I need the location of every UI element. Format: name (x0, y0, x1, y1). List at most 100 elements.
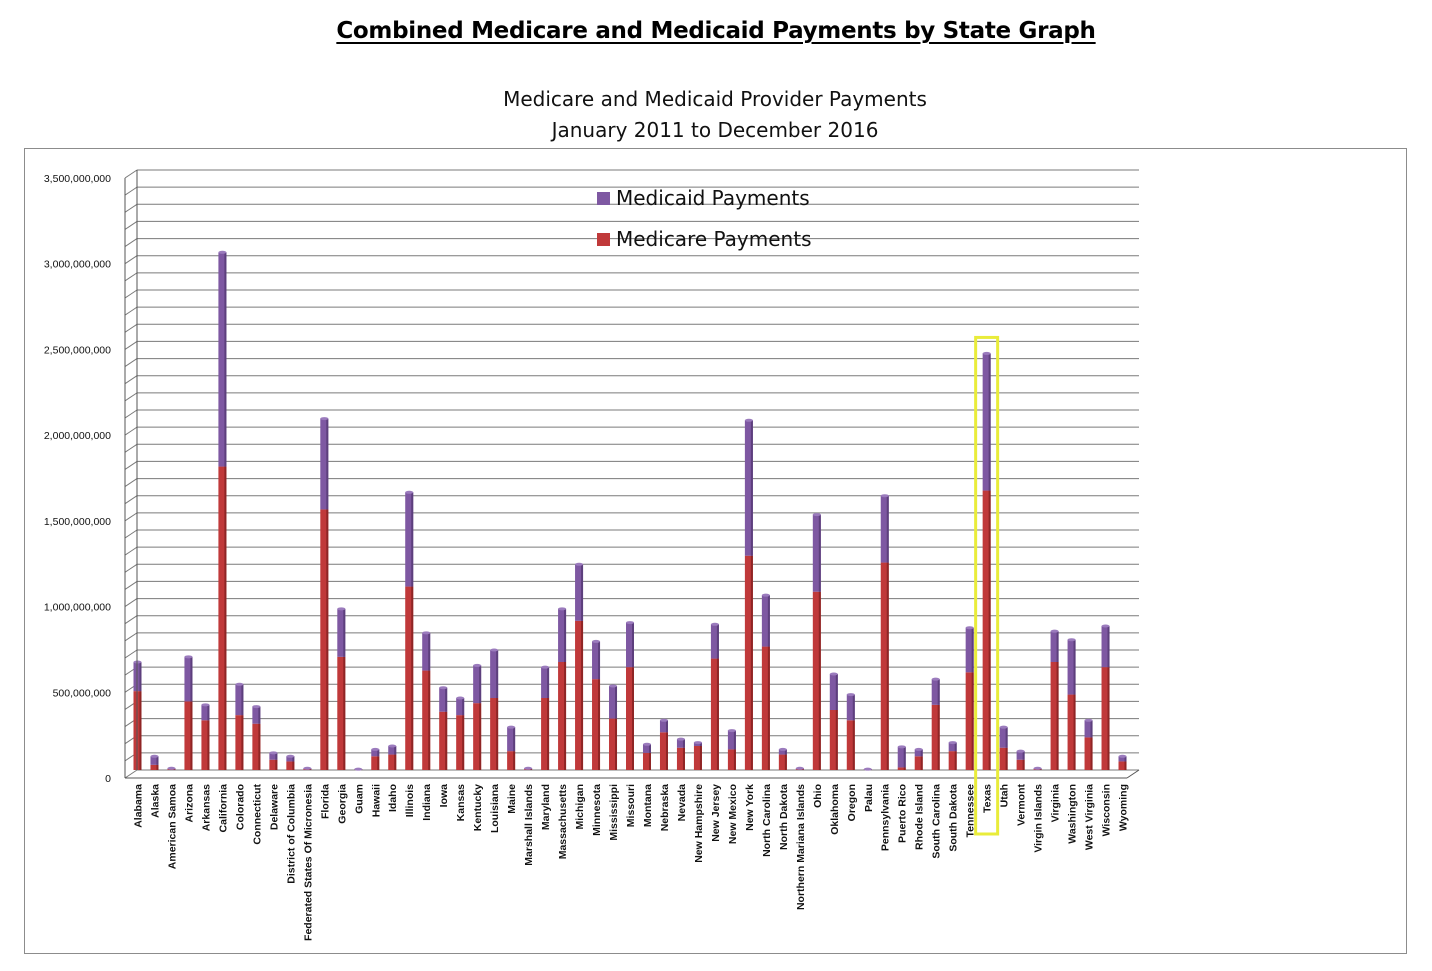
bar-medicaid-shade (292, 756, 295, 762)
gridline-depth (124, 529, 138, 539)
bar-medicare (201, 720, 210, 770)
x-tick-label: Utah (999, 784, 1011, 807)
bar-medicare-shade (496, 698, 499, 770)
bar-medicare (558, 662, 567, 770)
bar-medicaid (371, 749, 380, 757)
x-tick-label: New Mexico (727, 784, 739, 844)
x-tick-label: Louisiana (489, 784, 501, 833)
axes (124, 170, 1140, 779)
bar-top (931, 677, 940, 681)
x-tick-label: Illinois (404, 784, 416, 817)
bar-medicaid-shade (733, 730, 736, 750)
bar-top (863, 767, 872, 771)
bar-medicare (592, 679, 601, 770)
bar-medicaid (914, 749, 923, 757)
bar-medicare (286, 761, 295, 770)
bar-medicare (829, 710, 838, 770)
x-tick-label: Oklahoma (829, 784, 841, 835)
bar-medicare (1118, 761, 1127, 770)
bar-medicare-shade (852, 720, 855, 770)
bar-medicaid (252, 706, 261, 724)
bar-medicare-shade (156, 764, 159, 770)
bar-top (999, 725, 1008, 729)
bar-top (710, 622, 719, 626)
x-tick-label: Washington (1067, 784, 1079, 844)
bar-medicaid-shade (258, 706, 261, 724)
bar-medicaid-shade (954, 742, 957, 752)
bar-medicaid (388, 746, 397, 755)
bar-medicare-shade (224, 466, 227, 770)
bar-medicare (626, 667, 634, 770)
y-tick-label: 0 (105, 773, 111, 785)
bar-top (642, 742, 651, 746)
bar-medicaid-shade (1107, 626, 1110, 668)
bar-top (218, 250, 227, 254)
bar-medicare-shade (190, 701, 193, 770)
x-tick-label: Florida (319, 784, 331, 819)
bar-top (1067, 638, 1076, 642)
bar-top (761, 593, 770, 597)
x-tick-label: Pennsylvania (880, 784, 892, 851)
bar-top (880, 494, 889, 498)
x-tick-label: Wyoming (1118, 784, 1130, 831)
bar-medicare (676, 747, 685, 770)
x-tick-label: Tennessee (965, 784, 977, 838)
bar-medicaid (320, 418, 329, 510)
bar-medicare (422, 670, 431, 770)
bar-medicaid-shade (920, 749, 923, 757)
gridline-depth (124, 306, 138, 316)
bar-medicare-shade (733, 749, 736, 770)
x-tick-label: Alabama (132, 784, 144, 828)
bar-medicaid-shade (326, 418, 329, 510)
x-tick-label: Mississippi (608, 784, 620, 841)
bar-medicaid-shade (988, 353, 991, 491)
bar-medicaid-shade (818, 514, 821, 592)
bar-medicare (320, 509, 329, 770)
bar-top (354, 767, 363, 771)
bar-medicare-shade (275, 759, 278, 770)
legend: Medicaid Payments Medicare Payments (597, 186, 812, 251)
gridline-depth (124, 289, 138, 299)
bar-medicaid (150, 756, 159, 765)
bar-medicare-shade (598, 679, 601, 770)
bar-top (507, 725, 516, 729)
bar-medicare (778, 754, 787, 770)
bar-medicare (609, 718, 618, 770)
bar-medicare-shade (699, 746, 702, 770)
x-tick-label: Guam (353, 784, 365, 814)
x-tick-label: Connecticut (251, 784, 263, 845)
x-tick-label: South Carolina (931, 784, 943, 859)
bar-top (473, 663, 482, 667)
bar-medicare-shade (530, 769, 533, 770)
bar-medicare-shade (1073, 694, 1076, 770)
bar-medicare (931, 704, 940, 770)
bar-medicaid-shade (767, 595, 770, 647)
bar-top (626, 621, 634, 625)
gridline-depth (124, 649, 138, 659)
x-tick-label: Kentucky (472, 784, 484, 831)
x-tick-label: Nevada (676, 784, 688, 822)
bar-medicare-shade (1022, 759, 1025, 770)
bar-top (303, 766, 312, 770)
x-axis-ticks: Alabama Alaska American Samoa Arizona Arkans… (132, 784, 1129, 941)
bar-medicare-shade (801, 769, 804, 770)
bar-medicaid (948, 742, 957, 752)
bar-medicaid (693, 742, 702, 746)
gridline-depth (124, 323, 138, 333)
bar-medicare (642, 752, 651, 770)
bar-medicare (880, 562, 889, 770)
bar-top (388, 744, 397, 748)
bar-medicare-shade (292, 761, 295, 770)
x-tick-label: Montana (642, 784, 654, 827)
bar-medicaid-shade (343, 608, 346, 657)
x-tick-label: Virginia (1050, 784, 1062, 822)
bar-medicaid (439, 687, 448, 712)
bar-top (897, 745, 906, 749)
bar-medicaid (456, 698, 465, 716)
bar-top (1084, 718, 1093, 722)
bars (133, 250, 1127, 771)
bar-medicare (1016, 759, 1025, 770)
bar-medicaid-shade (394, 746, 397, 755)
bar-top (337, 607, 346, 611)
bar-medicare (727, 749, 736, 770)
